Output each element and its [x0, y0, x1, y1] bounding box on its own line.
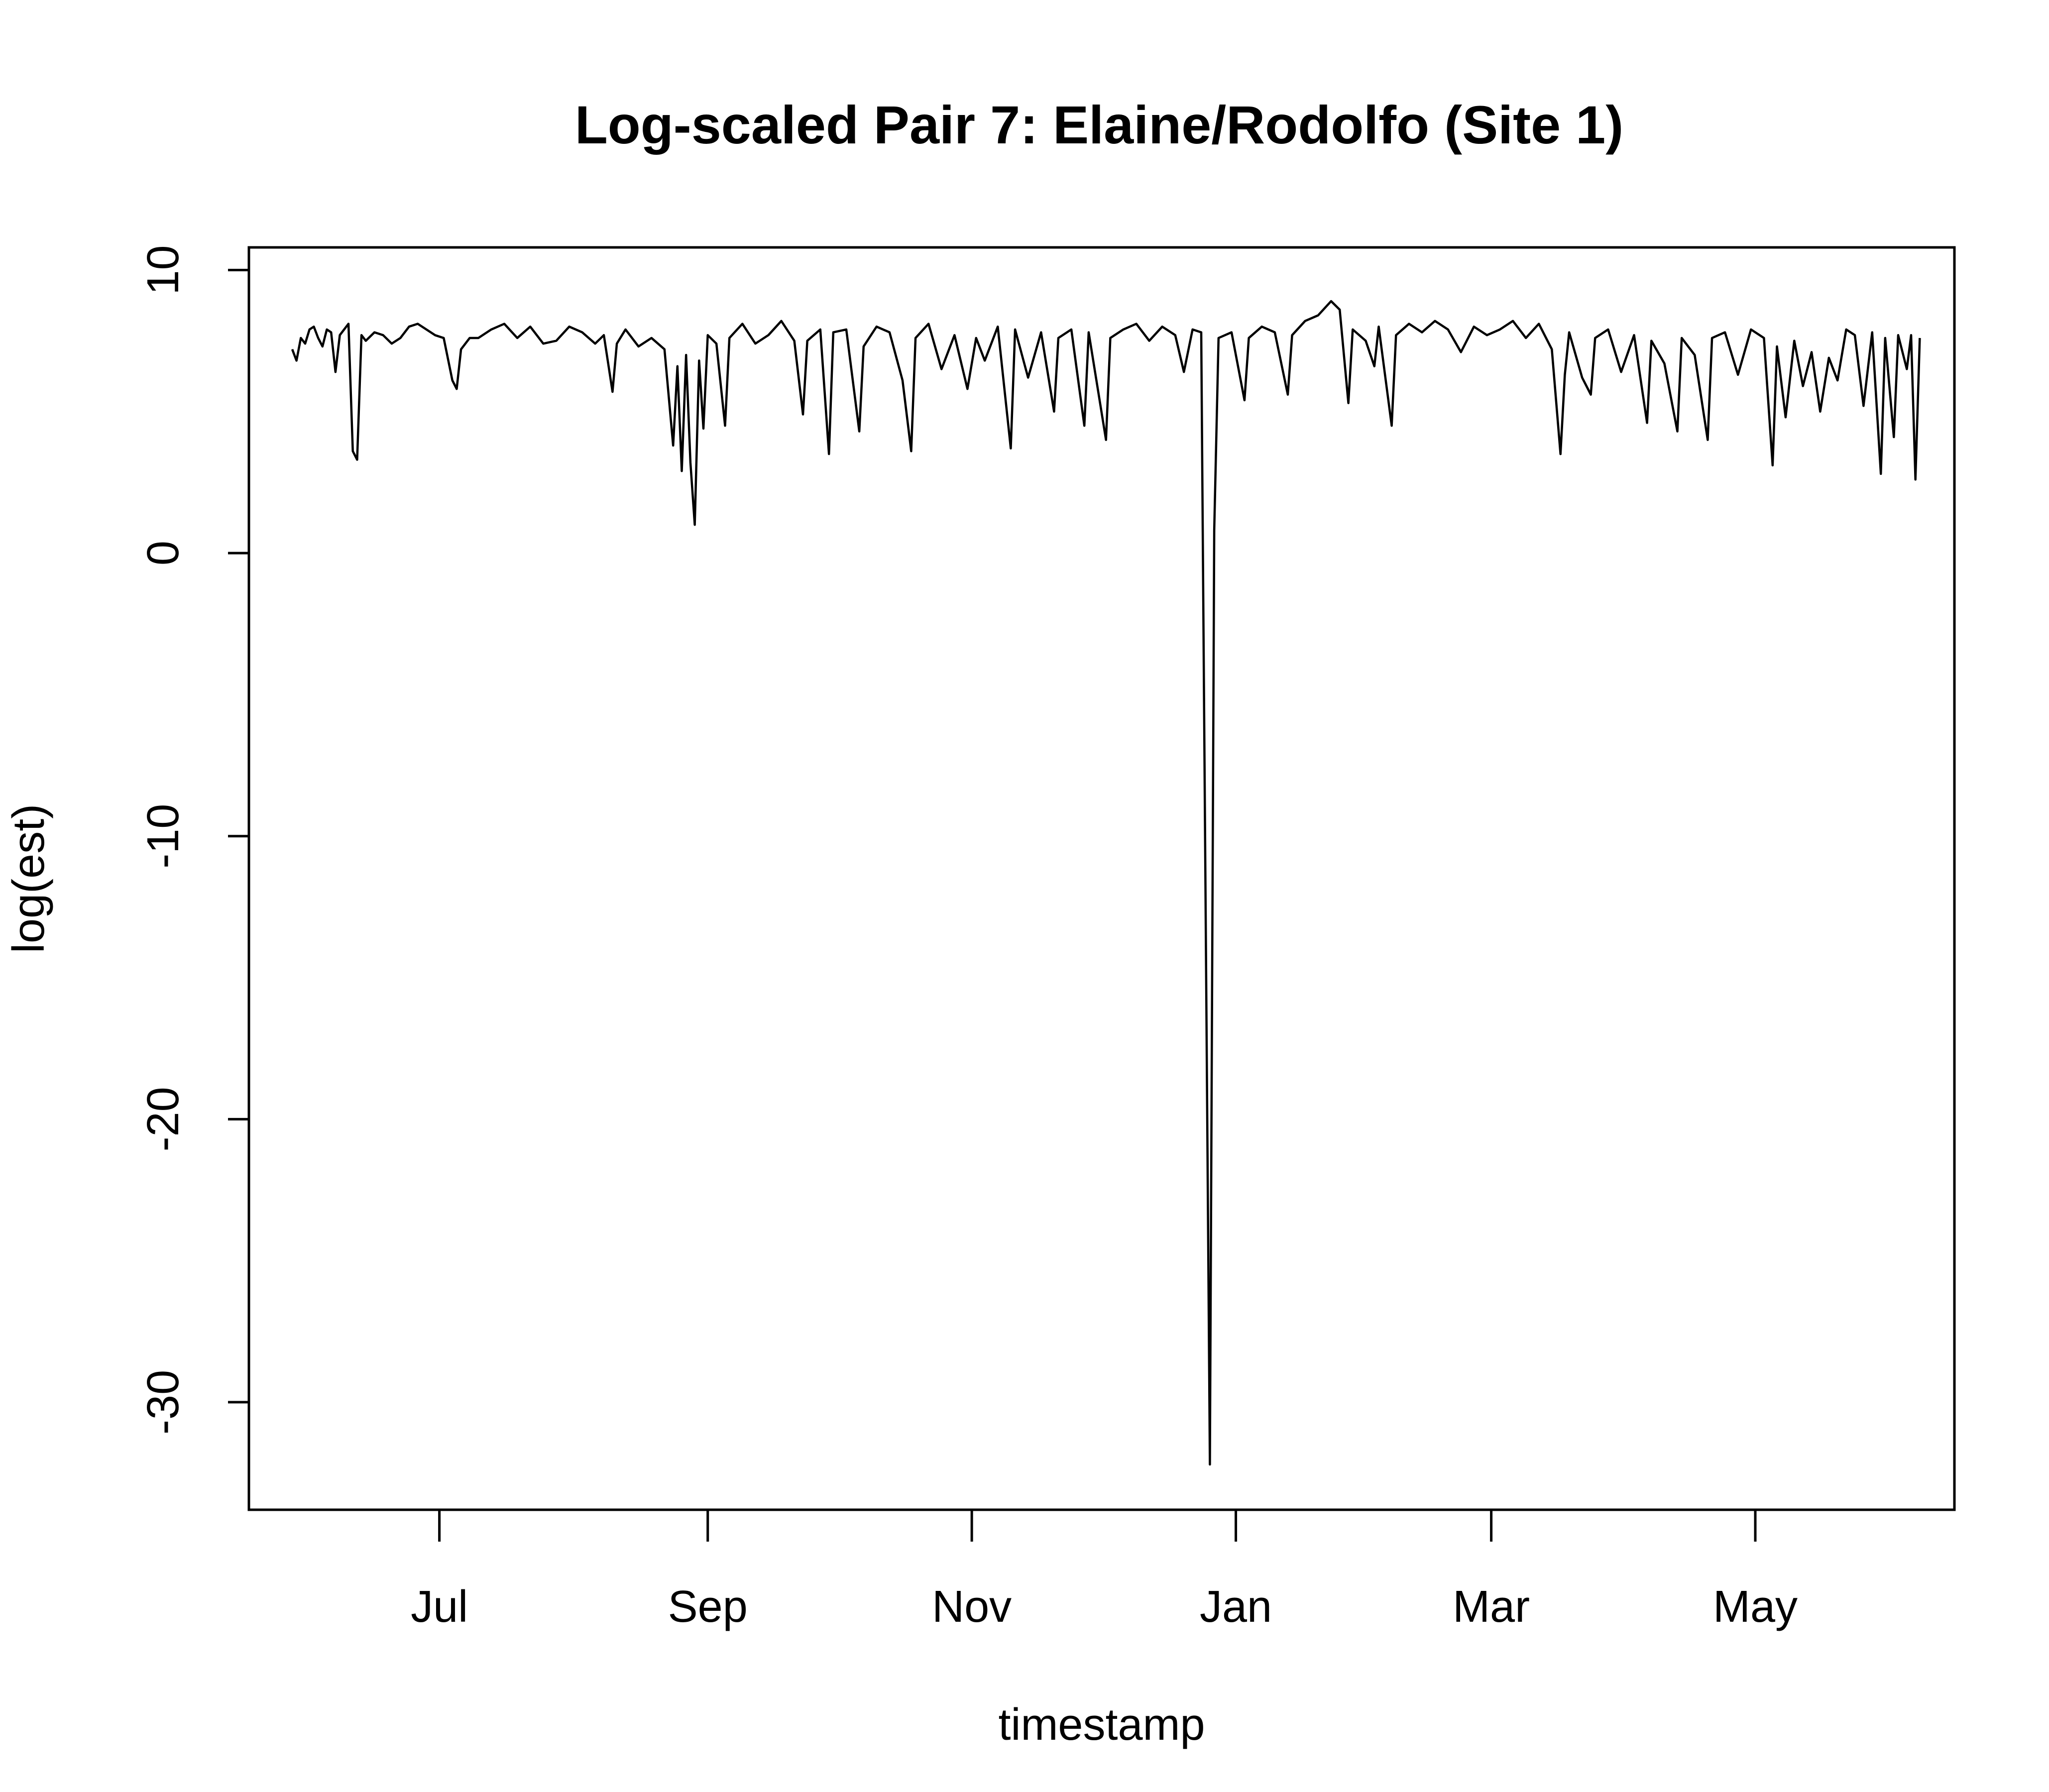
y-tick-label: -20 [138, 1087, 188, 1151]
y-tick-label: -30 [138, 1370, 188, 1435]
y-tick-label: 10 [138, 245, 188, 295]
x-tick-label: Sep [668, 1582, 748, 1632]
series-line [291, 300, 1921, 1466]
y-tick-label: -10 [138, 804, 188, 869]
x-tick-label: Jan [1200, 1582, 1272, 1632]
y-axis-label: log(est) [4, 804, 54, 953]
y-axis: 10 0 -10 -20 -30 [138, 245, 249, 1435]
y-tick-label: 0 [138, 541, 188, 565]
x-tick-label: Jul [411, 1582, 468, 1632]
x-tick-label: Mar [1453, 1582, 1530, 1632]
x-axis-label: timestamp [998, 1700, 1205, 1750]
plot-frame [247, 246, 1956, 1511]
chart-title: Log-scaled Pair 7: Elaine/Rodolfo (Site … [575, 95, 1623, 155]
x-axis: Jul Sep Nov Jan Mar May [411, 1510, 1798, 1632]
x-tick-label: Nov [932, 1582, 1012, 1632]
x-tick-label: May [1713, 1582, 1798, 1632]
